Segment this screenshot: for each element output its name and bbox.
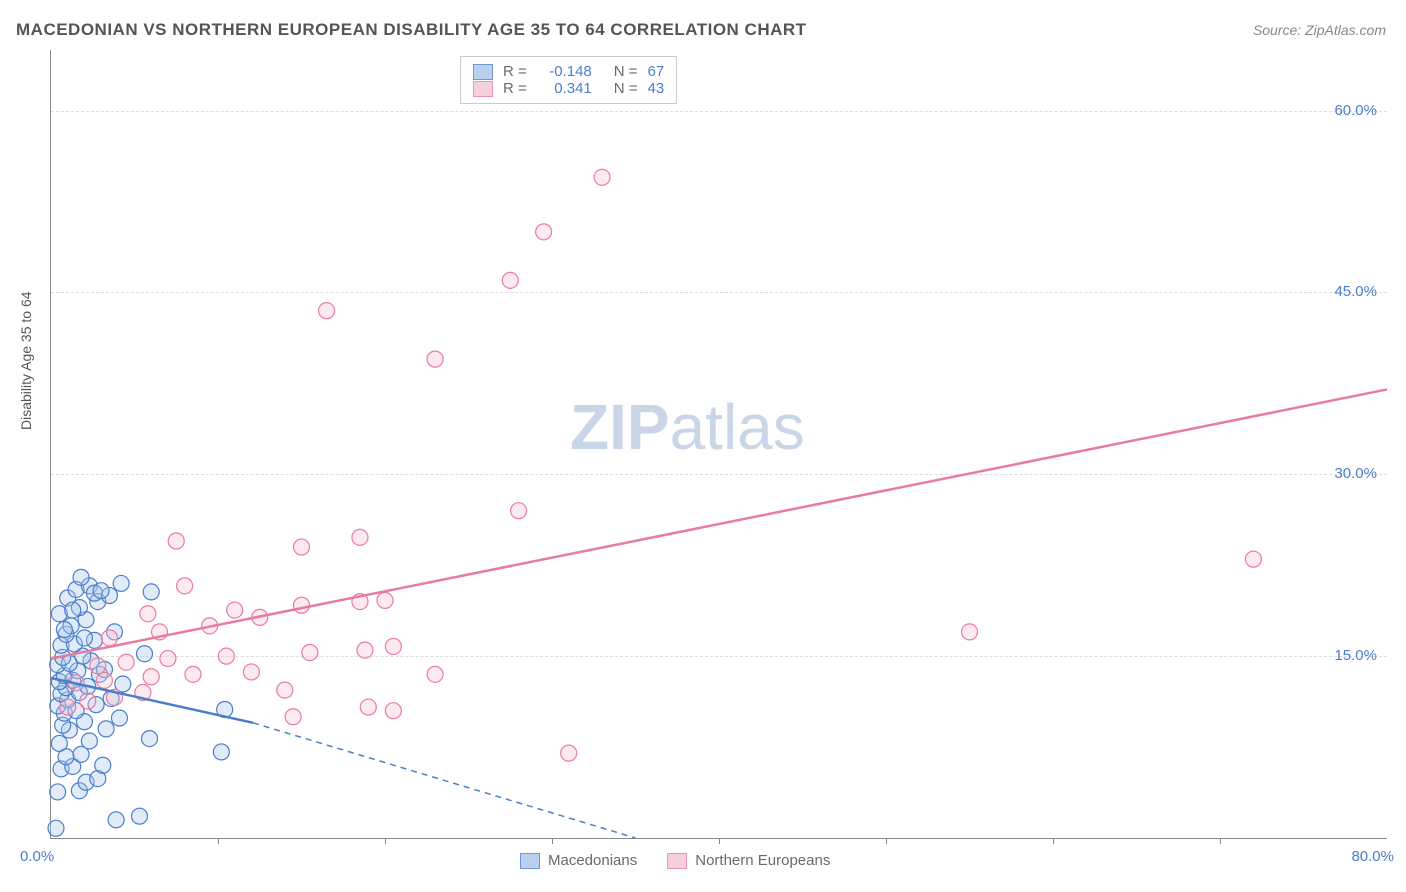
data-point [319, 303, 335, 319]
data-point [962, 624, 978, 640]
scatter-svg [51, 50, 1387, 838]
legend-swatch-icon [473, 64, 493, 80]
data-point [142, 731, 158, 747]
data-point [108, 812, 124, 828]
data-point [56, 621, 72, 637]
n-value: 67 [648, 63, 665, 80]
x-axis-label-right: 80.0% [1351, 848, 1394, 865]
data-point [243, 664, 259, 680]
data-point [561, 745, 577, 761]
data-point [111, 710, 127, 726]
data-point [98, 721, 114, 737]
data-point [160, 651, 176, 667]
data-point [385, 638, 401, 654]
data-point [213, 744, 229, 760]
x-tick [886, 838, 887, 844]
x-tick [1053, 838, 1054, 844]
r-label: R = [503, 80, 527, 97]
legend-item: Northern Europeans [667, 852, 830, 869]
data-point [81, 733, 97, 749]
data-point [427, 351, 443, 367]
chart-container: MACEDONIAN VS NORTHERN EUROPEAN DISABILI… [0, 0, 1406, 892]
data-point [536, 224, 552, 240]
x-tick [552, 838, 553, 844]
source-attribution: Source: ZipAtlas.com [1253, 22, 1386, 38]
x-tick [385, 838, 386, 844]
data-point [227, 602, 243, 618]
legend-row: R = -0.148 N = 67 [473, 63, 664, 80]
data-point [113, 575, 129, 591]
data-point [1245, 551, 1261, 567]
data-point [352, 529, 368, 545]
legend-swatch-icon [520, 853, 540, 869]
data-point [132, 808, 148, 824]
legend-row: R = 0.341 N = 43 [473, 80, 664, 97]
data-point [73, 569, 89, 585]
legend-series-name: Macedonians [548, 852, 637, 869]
data-point [143, 584, 159, 600]
data-point [95, 757, 111, 773]
data-point [594, 169, 610, 185]
n-label: N = [614, 63, 638, 80]
data-point [294, 539, 310, 555]
data-point [90, 658, 106, 674]
correlation-legend: R = -0.148 N = 67 R = 0.341 N = 43 [460, 56, 677, 104]
x-axis-label-left: 0.0% [20, 848, 54, 865]
y-axis-label: Disability Age 35 to 64 [18, 291, 34, 430]
n-label: N = [614, 80, 638, 97]
data-point [168, 533, 184, 549]
data-point [60, 699, 76, 715]
legend-item: Macedonians [520, 852, 637, 869]
x-tick [1220, 838, 1221, 844]
data-point [50, 784, 66, 800]
r-value: -0.148 [537, 63, 592, 80]
data-point [294, 597, 310, 613]
data-point [101, 630, 117, 646]
data-point [140, 606, 156, 622]
trend-line [51, 389, 1387, 658]
data-point [185, 666, 201, 682]
n-value: 43 [648, 80, 665, 97]
data-point [360, 699, 376, 715]
data-point [96, 672, 112, 688]
data-point [137, 646, 153, 662]
plot-area: 15.0%30.0%45.0%60.0% [50, 50, 1387, 839]
data-point [93, 583, 109, 599]
data-point [118, 654, 134, 670]
data-point [143, 669, 159, 685]
r-label: R = [503, 63, 527, 80]
data-point [76, 630, 92, 646]
data-point [285, 709, 301, 725]
data-point [427, 666, 443, 682]
source-label: Source: [1253, 22, 1301, 38]
x-tick [719, 838, 720, 844]
r-value: 0.341 [537, 80, 592, 97]
data-point [511, 503, 527, 519]
data-point [48, 820, 64, 836]
data-point [80, 693, 96, 709]
source-name: ZipAtlas.com [1305, 22, 1386, 38]
data-point [377, 592, 393, 608]
series-legend: Macedonians Northern Europeans [520, 852, 830, 869]
trend-line-dashed [253, 723, 635, 838]
data-point [357, 642, 373, 658]
legend-series-name: Northern Europeans [695, 852, 830, 869]
data-point [218, 648, 234, 664]
data-point [385, 703, 401, 719]
data-point [177, 578, 193, 594]
data-point [277, 682, 293, 698]
data-point [302, 645, 318, 661]
data-point [51, 735, 67, 751]
legend-swatch-icon [473, 81, 493, 97]
data-point [65, 602, 81, 618]
x-tick [218, 838, 219, 844]
legend-swatch-icon [667, 853, 687, 869]
chart-title: MACEDONIAN VS NORTHERN EUROPEAN DISABILI… [16, 20, 807, 40]
data-point [502, 272, 518, 288]
